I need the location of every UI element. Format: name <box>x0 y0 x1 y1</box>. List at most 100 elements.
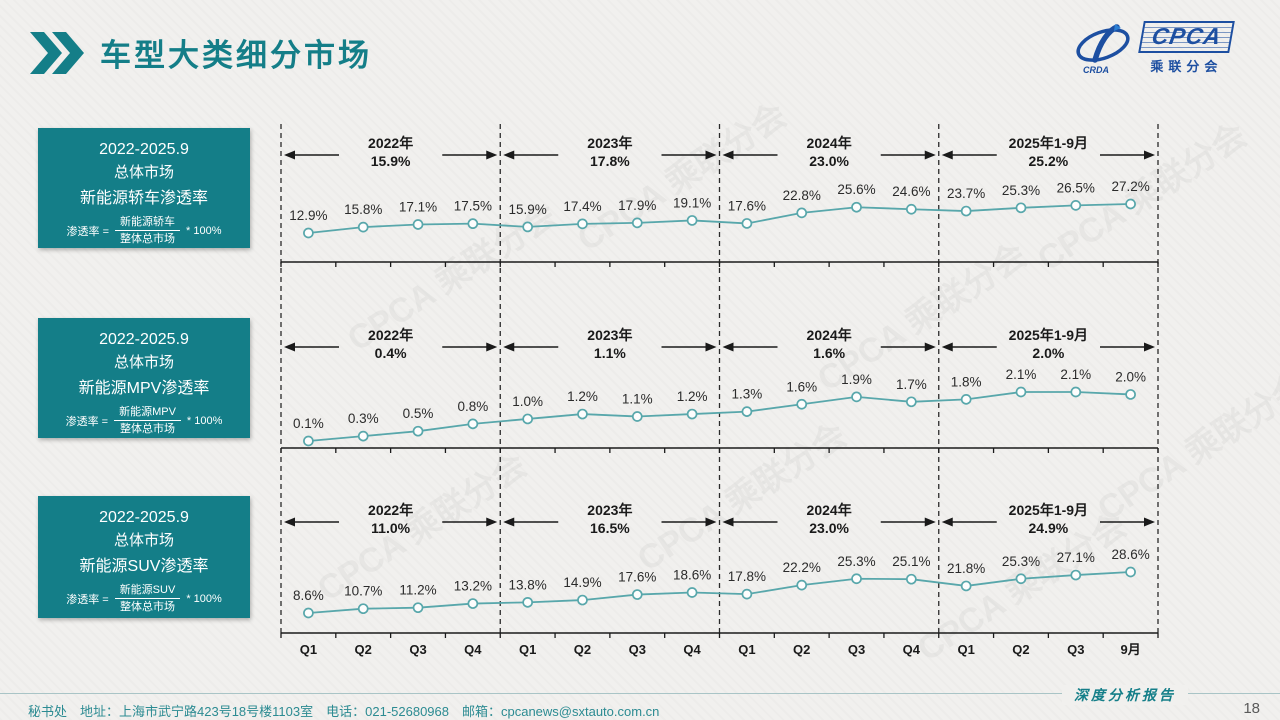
panel-suv: 2022-2025.9 总体市场 新能源SUV渗透率 渗透率 = 新能源SUV … <box>38 496 250 618</box>
footer-address: 地址：上海市武宁路423号18号楼1103室 <box>80 704 314 719</box>
data-point <box>741 218 753 229</box>
panel-formula: 渗透率 = 新能源SUV 整体总市场 * 100% <box>38 583 250 614</box>
cpca-swoosh-icon: CRDA <box>1076 24 1130 75</box>
x-tick-label: Q2 <box>1012 642 1029 657</box>
data-point <box>1070 569 1082 581</box>
data-point <box>577 218 588 230</box>
data-label: 13.2% <box>454 579 492 594</box>
formula-numerator: 新能源SUV <box>114 583 181 599</box>
penetration-line-charts: 2022年15.9%2023年17.8%2024年23.0%2025年1-9月2… <box>280 124 1159 657</box>
data-point <box>522 596 534 608</box>
section-average-label: 15.9% <box>371 153 411 169</box>
data-point <box>577 408 588 420</box>
data-label: 2.0% <box>1115 369 1146 384</box>
section-average-label: 1.6% <box>813 345 845 361</box>
panel-period: 2022-2025.9 <box>99 141 189 158</box>
formula-fraction: 新能源MPV 整体总市场 <box>114 405 181 436</box>
data-label: 0.8% <box>457 399 488 414</box>
arrow-left-head <box>284 342 295 352</box>
data-label: 17.4% <box>563 199 601 214</box>
logo-text: CPCA <box>1149 23 1224 49</box>
arrow-right-head <box>924 517 936 527</box>
data-point <box>357 603 369 615</box>
data-label: 1.9% <box>841 372 872 387</box>
data-point <box>357 430 369 442</box>
data-label: 0.5% <box>403 406 434 421</box>
footer-secretariat: 秘书处 <box>28 704 68 719</box>
data-label: 27.1% <box>1057 550 1095 565</box>
panel-formula: 渗透率 = 新能源轿车 整体总市场 * 100% <box>38 215 250 246</box>
data-label: 13.8% <box>509 577 547 592</box>
series-line <box>308 391 1131 442</box>
panel-mpv: 2022-2025.9 总体市场 新能源MPV渗透率 渗透率 = 新能源MPV … <box>38 318 250 438</box>
x-tick-label: Q2 <box>574 642 591 657</box>
data-label: 1.6% <box>786 379 817 394</box>
data-point <box>905 573 917 585</box>
data-point <box>1125 198 1136 210</box>
data-label: 25.3% <box>837 554 875 569</box>
section-year-label: 2024年 <box>807 502 852 518</box>
data-label: 1.2% <box>677 389 708 404</box>
section-average-label: 23.0% <box>809 520 849 536</box>
arrow-left-head <box>941 342 953 352</box>
data-point <box>467 218 479 230</box>
chart-2: 2022年 11.0% 2023年 16.5% 2024年 23.0% 2025年1-9月 2… <box>280 502 1159 657</box>
arrow-left-head <box>284 150 295 160</box>
arrow-left-head <box>503 342 515 352</box>
arrow-right-head <box>1144 517 1155 527</box>
data-label: 10.7% <box>344 584 382 599</box>
data-label: 25.3% <box>1002 183 1040 198</box>
section-year-label: 2025年1-9月 <box>1009 327 1088 343</box>
data-point <box>686 408 698 420</box>
formula-suffix: * 100% <box>186 592 222 605</box>
data-point <box>960 205 972 217</box>
data-label: 25.6% <box>837 182 875 197</box>
data-point <box>577 594 588 606</box>
data-point <box>1125 566 1136 578</box>
series-line <box>308 203 1131 234</box>
section-average-label: 24.9% <box>1029 520 1069 536</box>
data-point <box>522 413 534 425</box>
formula-denominator: 整体总市场 <box>120 601 175 613</box>
formula-denominator: 整体总市场 <box>120 423 175 435</box>
panel-metric: 新能源MPV渗透率 <box>78 380 210 397</box>
arrow-right-head <box>486 342 498 352</box>
arrow-left-head <box>941 150 953 160</box>
x-tick-label: Q3 <box>409 642 426 657</box>
data-label: 2.1% <box>1060 367 1091 382</box>
section-year-label: 2024年 <box>807 327 852 343</box>
x-tick-label: Q1 <box>738 642 755 657</box>
data-label: 23.7% <box>947 186 985 201</box>
arrow-right-head <box>1144 150 1155 160</box>
report-label: 深度分析报告 <box>1062 685 1188 705</box>
footer-email[interactable]: 邮箱：cpcanews@sxtauto.com.cn <box>461 704 660 719</box>
formula-lhs: 渗透率 = <box>66 593 109 606</box>
data-point <box>1015 386 1027 398</box>
formula-fraction: 新能源SUV 整体总市场 <box>114 583 181 614</box>
section-average-label: 25.2% <box>1029 153 1069 169</box>
panel-market: 总体市场 <box>113 354 174 371</box>
panel-period: 2022-2025.9 <box>99 331 189 348</box>
data-point <box>741 588 753 600</box>
arrow-left-head <box>284 517 295 527</box>
x-tick-label: 9月 <box>1120 642 1140 657</box>
section-year-label: 2022年 <box>368 502 413 518</box>
section-year-label: 2023年 <box>587 502 632 518</box>
data-label: 1.2% <box>567 389 598 404</box>
data-point <box>1070 200 1082 211</box>
data-point <box>412 425 424 437</box>
panel-period: 2022-2025.9 <box>99 509 189 526</box>
page-title: 车型大类细分市场 <box>100 38 372 73</box>
arrow-right-head <box>705 150 717 160</box>
section-average-label: 16.5% <box>590 520 630 536</box>
section-year-label: 2024年 <box>807 135 852 151</box>
formula-suffix: * 100% <box>186 414 223 427</box>
data-point <box>467 418 479 430</box>
arrow-right-head <box>705 342 717 352</box>
data-point <box>303 435 314 447</box>
data-point <box>686 587 698 598</box>
x-tick-label: Q4 <box>683 642 701 657</box>
data-point <box>905 396 917 408</box>
data-label: 17.9% <box>618 198 656 213</box>
x-tick-label: Q3 <box>848 642 865 657</box>
